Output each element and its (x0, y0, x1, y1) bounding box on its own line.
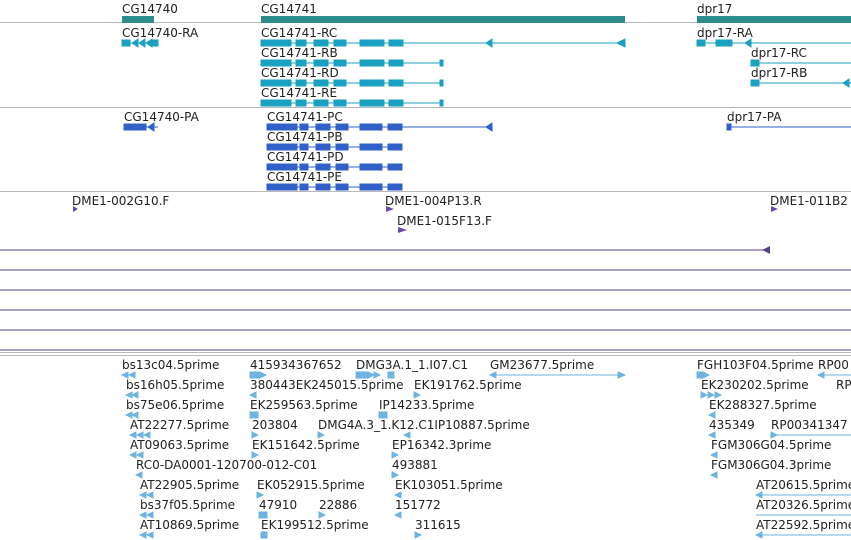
transcript-label[interactable]: CG14741-RC (261, 26, 338, 40)
section-separator (0, 352, 851, 356)
transcript-model[interactable] (750, 59, 851, 67)
transcript-label[interactable]: dpr17-RB (751, 66, 808, 80)
protein-label[interactable]: dpr17-PA (727, 110, 782, 124)
protein-label[interactable]: CG14741-PD (267, 150, 344, 164)
transcript-label[interactable]: dpr17-RC (751, 46, 807, 60)
est-label[interactable]: GM23677.5prime (490, 358, 595, 372)
transcript-model[interactable] (121, 38, 159, 48)
est-label[interactable]: EK199512.5prime (261, 518, 369, 532)
clone-label[interactable]: DME1-002G10.F (72, 194, 170, 208)
est-label[interactable]: FGM306G04.5prime (711, 438, 832, 452)
gene-bar-cg14741[interactable] (261, 16, 625, 23)
est-label[interactable]: EK230202.5prime (701, 378, 809, 392)
transcript-model[interactable] (260, 79, 444, 87)
protein-model[interactable] (123, 122, 158, 132)
clone-label[interactable]: DME1-011B2 (770, 194, 848, 208)
est-label[interactable]: FGM306G04.3prime (711, 458, 832, 472)
est-label[interactable]: EK288327.5prime (709, 398, 817, 412)
est-label[interactable]: DMG4A.3_1.K12.C1IP10887.5prime (318, 418, 530, 432)
est-label[interactable]: EP16342.3prime (392, 438, 492, 452)
est-label[interactable]: AT22592.5prime (756, 518, 851, 532)
est-glyphs[interactable] (120, 371, 851, 539)
est-label[interactable]: RC0-DA0001-120700-012-C01 (136, 458, 318, 472)
protein-model[interactable] (266, 183, 403, 191)
track-separator (0, 191, 851, 192)
gene-bar-cg14740[interactable] (122, 16, 154, 23)
est-label[interactable]: 493881 (392, 458, 438, 472)
est-label[interactable]: RP00341347 (771, 418, 848, 432)
est-label[interactable]: AT22905.5prime (140, 478, 240, 492)
transcript-model[interactable] (260, 99, 444, 107)
protein-label[interactable]: CG14741-PB (267, 130, 343, 144)
est-label[interactable]: DMG3A.1_1.I07.C1 (356, 358, 469, 372)
transcript-model[interactable] (260, 38, 626, 48)
est-label[interactable]: 311615 (415, 518, 461, 532)
protein-model[interactable] (266, 122, 493, 132)
est-label[interactable]: 203804 (252, 418, 298, 432)
est-label[interactable]: EK103051.5prime (395, 478, 503, 492)
est-label[interactable]: FGH103F04.5prime (697, 358, 814, 372)
gene-bar-dpr17[interactable] (697, 16, 851, 23)
est-label[interactable]: bs37f05.5prime (140, 498, 236, 512)
est-label[interactable]: 380443EK245015.5prime (250, 378, 404, 392)
protein-model[interactable] (266, 143, 403, 151)
est-label[interactable]: EK259563.5prime (250, 398, 358, 412)
est-label[interactable]: 415934367652 (250, 358, 342, 372)
est-label[interactable]: EK151642.5prime (252, 438, 360, 452)
protein-model[interactable] (726, 123, 851, 131)
clone-marker[interactable] (73, 206, 78, 212)
est-label[interactable]: bs16h05.5prime (126, 378, 225, 392)
clone-marker[interactable] (386, 206, 394, 212)
clone-label[interactable]: DME1-015F13.F (397, 214, 492, 228)
est-label[interactable]: AT20326.5prime (756, 498, 851, 512)
protein-label[interactable]: CG14741-PC (267, 110, 343, 124)
est-label[interactable]: AT09063.5prime (130, 438, 230, 452)
clone-marker[interactable] (398, 227, 407, 233)
est-label[interactable]: bs13c04.5prime (122, 358, 220, 372)
transcript-label[interactable]: CG14741-RB (261, 46, 338, 60)
alignment-end[interactable] (762, 246, 770, 254)
est-label[interactable]: EK052915.5prime (257, 478, 365, 492)
est-label[interactable]: 47910 (259, 498, 298, 512)
est-label[interactable]: EK191762.5prime (414, 378, 522, 392)
transcript-label[interactable]: dpr17-RA (697, 26, 753, 40)
transcript-label[interactable]: CG14741-RD (261, 66, 339, 80)
transcript-model[interactable] (696, 38, 851, 48)
protein-label[interactable]: CG14741-PE (267, 170, 342, 184)
transcript-model[interactable] (750, 78, 851, 88)
gene-label-cg14740[interactable]: CG14740 (122, 2, 178, 16)
est-label[interactable]: AT20615.5prime (756, 478, 851, 492)
transcript-model[interactable] (260, 59, 444, 67)
protein-model[interactable] (266, 163, 403, 171)
est-label[interactable]: 435349 (709, 418, 755, 432)
protein-label[interactable]: CG14740-PA (124, 110, 199, 124)
transcript-label[interactable]: CG14740-RA (122, 26, 199, 40)
est-label[interactable]: RP (836, 378, 851, 392)
est-label[interactable]: IP14233.5prime (379, 398, 475, 412)
est-label[interactable]: 22886 (319, 498, 358, 512)
est-label[interactable]: RP00 (818, 358, 849, 372)
est-label[interactable]: bs75e06.5prime (126, 398, 225, 412)
gene-label-dpr17[interactable]: dpr17 (697, 2, 733, 16)
est-label[interactable]: 151772 (395, 498, 441, 512)
gene-label-cg14741[interactable]: CG14741 (261, 2, 317, 16)
est-label[interactable]: AT22277.5prime (130, 418, 230, 432)
track-separator (0, 107, 851, 108)
est-label[interactable]: AT10869.5prime (140, 518, 240, 532)
clone-label[interactable]: DME1-004P13.R (385, 194, 482, 208)
clone-marker[interactable] (771, 206, 778, 212)
transcript-label[interactable]: CG14741-RE (261, 86, 338, 100)
